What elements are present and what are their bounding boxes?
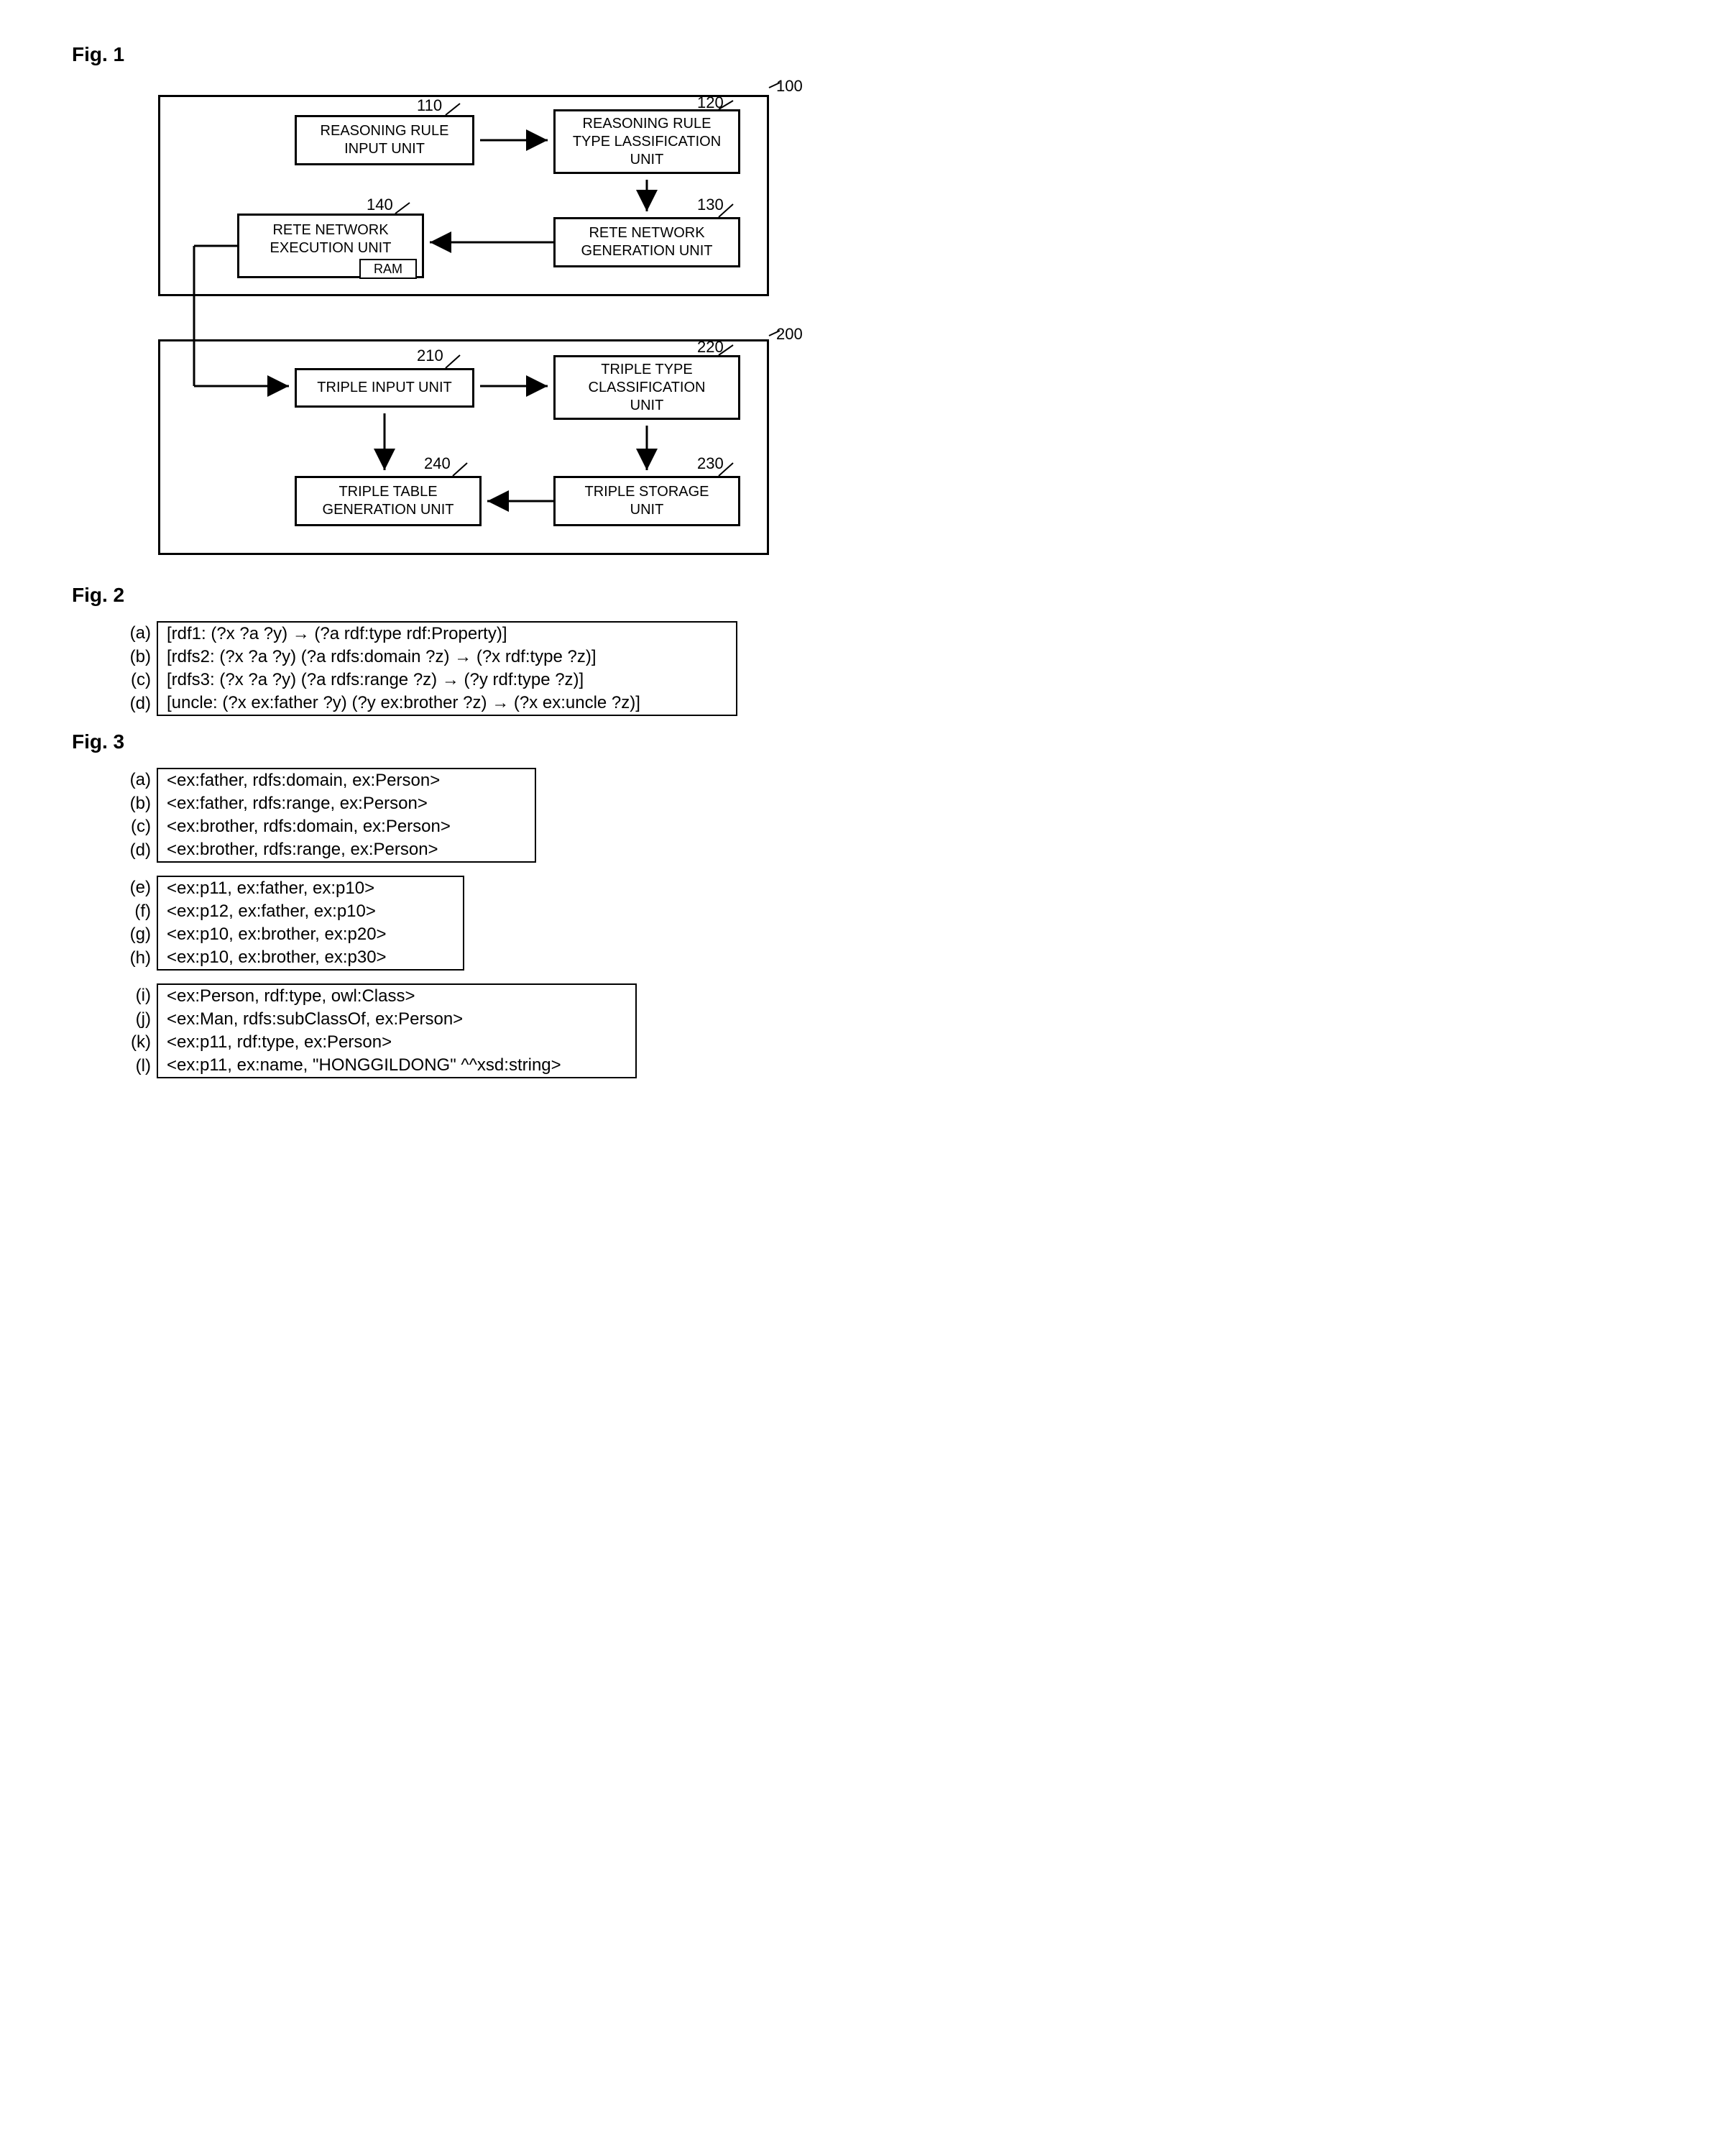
row-key: (a) bbox=[115, 768, 157, 792]
row-key: (l) bbox=[115, 1054, 157, 1078]
row-key: (d) bbox=[115, 692, 157, 716]
list-row: (c)[rdfs3: (?x ?a ?y) (?a rdfs:range ?z)… bbox=[115, 669, 1650, 692]
row-cell: <ex:p10, ex:brother, ex:p20> bbox=[157, 923, 464, 946]
list-row: (j)<ex:Man, rdfs:subClassOf, ex:Person> bbox=[115, 1008, 1650, 1031]
ref-140: 140 bbox=[367, 196, 393, 214]
box-120-text: REASONING RULETYPE LASSIFICATIONUNIT bbox=[573, 115, 721, 169]
row-key: (f) bbox=[115, 900, 157, 923]
ref-230: 230 bbox=[697, 454, 724, 473]
fig3-block: (a)<ex:father, rdfs:domain, ex:Person>(b… bbox=[115, 768, 1650, 1078]
ref-110: 110 bbox=[417, 96, 442, 115]
row-key: (b) bbox=[115, 792, 157, 815]
box-140-sub-text: RAM bbox=[374, 262, 402, 277]
ref-220: 220 bbox=[697, 338, 724, 357]
list-row: (k)<ex:p11, rdf:type, ex:Person> bbox=[115, 1031, 1650, 1054]
ref-200: 200 bbox=[776, 325, 803, 344]
list-row: (f)<ex:p12, ex:father, ex:p10> bbox=[115, 900, 1650, 923]
row-key: (e) bbox=[115, 876, 157, 900]
ref-100: 100 bbox=[776, 77, 803, 96]
fig3-label: Fig. 3 bbox=[72, 730, 1650, 753]
list-row: (h)<ex:p10, ex:brother, ex:p30> bbox=[115, 946, 1650, 971]
row-key: (b) bbox=[115, 646, 157, 669]
fig1-label: Fig. 1 bbox=[72, 43, 1650, 66]
box-110: REASONING RULEINPUT UNIT bbox=[295, 115, 474, 165]
row-cell: <ex:p10, ex:brother, ex:p30> bbox=[157, 946, 464, 971]
box-220-text: TRIPLE TYPECLASSIFICATIONUNIT bbox=[589, 361, 706, 415]
list-row: (a)<ex:father, rdfs:domain, ex:Person> bbox=[115, 768, 1650, 792]
row-key: (h) bbox=[115, 946, 157, 971]
row-cell: <ex:brother, rdfs:range, ex:Person> bbox=[157, 838, 536, 863]
row-cell: <ex:Man, rdfs:subClassOf, ex:Person> bbox=[157, 1008, 637, 1031]
row-key: (k) bbox=[115, 1031, 157, 1054]
ref-210: 210 bbox=[417, 347, 443, 365]
ref-240: 240 bbox=[424, 454, 451, 473]
box-240: TRIPLE TABLEGENERATION UNIT bbox=[295, 476, 482, 526]
row-key: (c) bbox=[115, 815, 157, 838]
row-cell: <ex:father, rdfs:domain, ex:Person> bbox=[157, 768, 536, 792]
row-key: (i) bbox=[115, 983, 157, 1008]
box-210: TRIPLE INPUT UNIT bbox=[295, 368, 474, 408]
box-230-text: TRIPLE STORAGEUNIT bbox=[584, 483, 709, 519]
list-row: (d)<ex:brother, rdfs:range, ex:Person> bbox=[115, 838, 1650, 863]
fig1-diagram: 100 REASONING RULEINPUT UNIT 110 REASONI… bbox=[129, 81, 791, 569]
row-cell: [rdfs2: (?x ?a ?y) (?a rdfs:domain ?z) →… bbox=[157, 646, 737, 669]
row-key: (a) bbox=[115, 621, 157, 646]
row-key: (g) bbox=[115, 923, 157, 946]
row-cell: <ex:p11, ex:father, ex:p10> bbox=[157, 876, 464, 900]
row-cell: <ex:p11, ex:name, "HONGGILDONG" ^^xsd:st… bbox=[157, 1054, 637, 1078]
row-cell: <ex:p12, ex:father, ex:p10> bbox=[157, 900, 464, 923]
box-130: RETE NETWORKGENERATION UNIT bbox=[553, 217, 740, 267]
list-row: (b)<ex:father, rdfs:range, ex:Person> bbox=[115, 792, 1650, 815]
row-key: (j) bbox=[115, 1008, 157, 1031]
list-row: (a)[rdf1: (?x ?a ?y) → (?a rdf:type rdf:… bbox=[115, 621, 1650, 646]
row-cell: <ex:Person, rdf:type, owl:Class> bbox=[157, 983, 637, 1008]
row-cell: [rdf1: (?x ?a ?y) → (?a rdf:type rdf:Pro… bbox=[157, 621, 737, 646]
box-240-text: TRIPLE TABLEGENERATION UNIT bbox=[323, 483, 454, 519]
fig2-block: (a)[rdf1: (?x ?a ?y) → (?a rdf:type rdf:… bbox=[115, 621, 1650, 716]
box-120: REASONING RULETYPE LASSIFICATIONUNIT bbox=[553, 109, 740, 174]
row-cell: [uncle: (?x ex:father ?y) (?y ex:brother… bbox=[157, 692, 737, 716]
row-cell: [rdfs3: (?x ?a ?y) (?a rdfs:range ?z) → … bbox=[157, 669, 737, 692]
box-210-text: TRIPLE INPUT UNIT bbox=[317, 379, 451, 397]
list-row: (i)<ex:Person, rdf:type, owl:Class> bbox=[115, 983, 1650, 1008]
box-110-text: REASONING RULEINPUT UNIT bbox=[321, 122, 449, 158]
list-row: (d)[uncle: (?x ex:father ?y) (?y ex:brot… bbox=[115, 692, 1650, 716]
box-130-text: RETE NETWORKGENERATION UNIT bbox=[581, 224, 713, 260]
list-row: (e)<ex:p11, ex:father, ex:p10> bbox=[115, 876, 1650, 900]
ref-120: 120 bbox=[697, 93, 724, 112]
row-cell: <ex:p11, rdf:type, ex:Person> bbox=[157, 1031, 637, 1054]
list-row: (l)<ex:p11, ex:name, "HONGGILDONG" ^^xsd… bbox=[115, 1054, 1650, 1078]
row-key: (d) bbox=[115, 838, 157, 863]
fig2-label: Fig. 2 bbox=[72, 584, 1650, 607]
list-row: (g)<ex:p10, ex:brother, ex:p20> bbox=[115, 923, 1650, 946]
ref-130: 130 bbox=[697, 196, 724, 214]
box-140-sub: RAM bbox=[359, 259, 417, 279]
list-row: (b)[rdfs2: (?x ?a ?y) (?a rdfs:domain ?z… bbox=[115, 646, 1650, 669]
box-230: TRIPLE STORAGEUNIT bbox=[553, 476, 740, 526]
row-key: (c) bbox=[115, 669, 157, 692]
row-cell: <ex:father, rdfs:range, ex:Person> bbox=[157, 792, 536, 815]
list-row: (c)<ex:brother, rdfs:domain, ex:Person> bbox=[115, 815, 1650, 838]
box-220: TRIPLE TYPECLASSIFICATIONUNIT bbox=[553, 355, 740, 420]
box-140-text: RETE NETWORKEXECUTION UNIT bbox=[270, 221, 392, 257]
row-cell: <ex:brother, rdfs:domain, ex:Person> bbox=[157, 815, 536, 838]
